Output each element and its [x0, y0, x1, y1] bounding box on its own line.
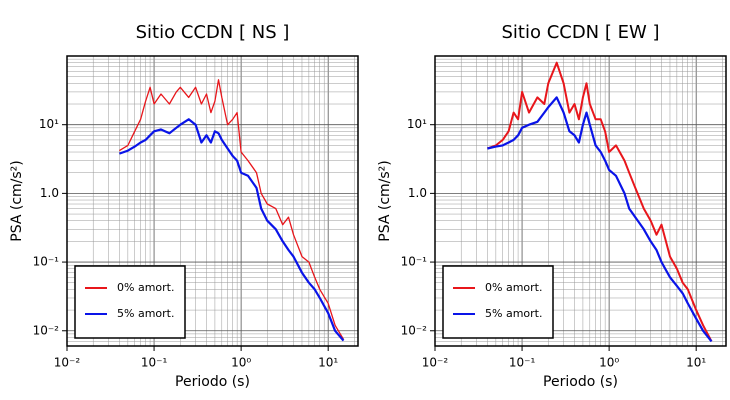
x-tick-label: 10⁻²: [54, 356, 81, 370]
series-line: [487, 61, 713, 342]
y-axis-label: PSA (cm/s²): [377, 160, 393, 242]
legend-label: 5% amort.: [485, 307, 542, 320]
panel: 10⁻² 10⁻¹ 10⁰ 10¹ 10⁻² 10⁻¹ 1.0 10¹ 0% amort. 5% …: [377, 22, 727, 390]
x-tick-label: 10⁻²: [422, 356, 449, 370]
legend-label: 0% amort.: [117, 281, 174, 294]
y-tick-label: 10¹: [39, 117, 59, 131]
x-axis-label: Periodo (s): [543, 374, 618, 390]
x-tick-label: 10¹: [686, 356, 706, 370]
legend-box: [442, 265, 554, 339]
x-tick-label: 10¹: [318, 356, 338, 370]
series-line: [119, 118, 345, 342]
y-tick-label: 10⁻¹: [33, 255, 60, 269]
y-axis-label: PSA (cm/s²): [9, 160, 25, 242]
x-tick-label: 10⁰: [231, 356, 251, 370]
y-tick-label: 1.0: [40, 186, 59, 200]
plot-frame: [66, 55, 359, 347]
chart-title: Sitio CCDN [ NS ]: [136, 22, 290, 43]
y-tick-label: 10¹: [407, 117, 427, 131]
y-tick-label: 1.0: [408, 186, 427, 200]
legend-label: 0% amort.: [485, 281, 542, 294]
series-line: [119, 79, 345, 340]
x-axis-label: Periodo (s): [175, 374, 250, 390]
chart-title: Sitio CCDN [ EW ]: [501, 22, 659, 43]
x-tick-label: 10⁻¹: [141, 356, 168, 370]
x-tick-label: 10⁰: [599, 356, 619, 370]
y-tick-label: 10⁻¹: [401, 255, 428, 269]
plot-frame: [434, 55, 727, 347]
panel: 10⁻² 10⁻¹ 10⁰ 10¹ 10⁻² 10⁻¹ 1.0 10¹ 0% amort. 5% …: [9, 22, 359, 390]
series-line: [487, 96, 713, 343]
legend-box: [74, 265, 186, 339]
x-tick-label: 10⁻¹: [509, 356, 536, 370]
legend-label: 5% amort.: [117, 307, 174, 320]
y-tick-label: 10⁻²: [33, 323, 60, 337]
y-tick-label: 10⁻²: [401, 323, 428, 337]
